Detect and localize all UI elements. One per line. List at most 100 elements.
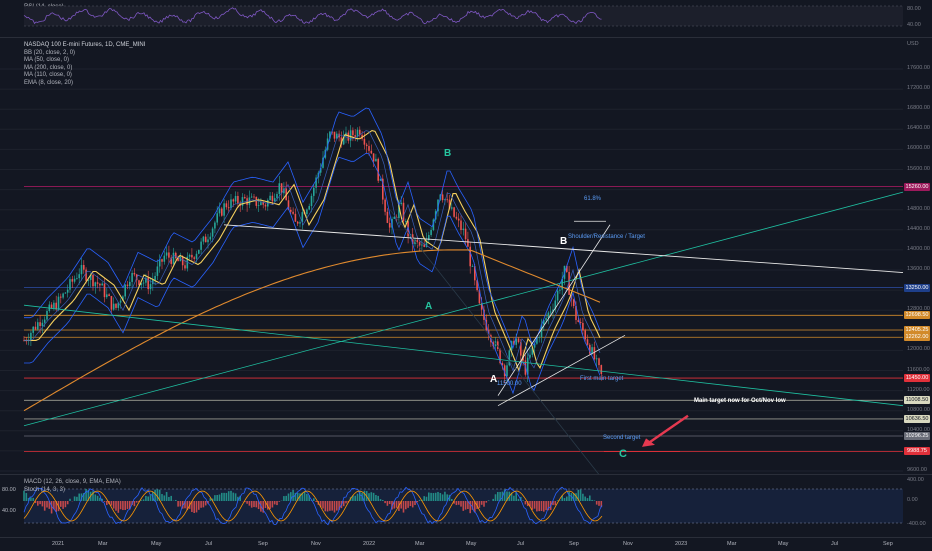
macd-histogram-bar (65, 501, 67, 507)
price-tick: 13600.00 (907, 266, 930, 272)
candle-body (258, 205, 260, 206)
candle-body (104, 284, 106, 298)
macd-histogram-bar (357, 494, 359, 501)
main-chart (0, 38, 932, 474)
candle-body (545, 318, 547, 320)
candle-body (366, 145, 368, 146)
candle-body (290, 210, 292, 212)
macd-histogram-bar (532, 501, 534, 510)
macd-tick-neg400: -400.00 (907, 521, 926, 527)
macd-histogram-bar (440, 493, 442, 501)
price-tick: 16800.00 (907, 105, 930, 111)
candle-body (196, 254, 198, 259)
time-tick: 2022 (363, 541, 375, 547)
candle-body (292, 212, 294, 214)
rsi-band (24, 6, 903, 26)
candle-body (518, 339, 520, 343)
legend-ma200[interactable]: MA (200, close, 0) (24, 65, 145, 73)
legend-ema8[interactable]: EMA (8, close, 20) (24, 80, 145, 88)
candle-body (58, 297, 60, 310)
macd-histogram-bar (525, 501, 527, 504)
macd-pane[interactable]: MACD (12, 26, close, 9, EMA, EMA) Stoch … (0, 475, 932, 537)
candle-body (265, 205, 267, 207)
macd-histogram-bar (251, 501, 253, 508)
macd-histogram-bar (37, 501, 39, 506)
macd-histogram-bar (538, 501, 540, 511)
legend-ma50[interactable]: MA (50, close, 0) (24, 57, 145, 65)
price-tick: 15600.00 (907, 166, 930, 172)
candle-body (99, 284, 101, 286)
macd-histogram-bar (495, 494, 497, 501)
candle-body (550, 312, 552, 313)
candle-body (67, 290, 69, 293)
wave-c: C (619, 448, 627, 460)
macd-histogram-bar (488, 500, 490, 501)
macd-histogram-bar (127, 501, 129, 509)
macd-histogram-bar (145, 496, 147, 501)
macd-histogram-bar (62, 501, 64, 509)
macd-histogram-bar (555, 501, 557, 505)
main-target-arrow (648, 416, 688, 444)
legend-ma110[interactable]: MA (110, close, 0) (24, 72, 145, 80)
macd-histogram-bar (32, 498, 34, 501)
macd-histogram-bar (598, 501, 600, 506)
candle-body (467, 239, 469, 247)
candle-body (97, 282, 99, 284)
time-tick: Mar (727, 541, 736, 547)
rsi-pane[interactable]: RSI (14, close) 80.00 40.00 (0, 0, 932, 37)
candle-body (147, 278, 149, 289)
target-line-label: Shoulder/Resistance / Target (568, 234, 645, 240)
rsi-plot (0, 0, 932, 37)
candle-body (334, 132, 336, 139)
candle-body (423, 245, 425, 247)
macd-histogram-bar (235, 493, 237, 501)
chart-legend: NASDAQ 100 E-mini Futures, 1D, CME_MINI … (24, 42, 145, 87)
macd-histogram-bar (42, 501, 44, 506)
candle-body (451, 207, 453, 208)
candle-body (256, 197, 258, 206)
candle-body (299, 222, 301, 223)
time-tick: Sep (883, 541, 893, 547)
candle-body (403, 203, 405, 221)
macd-histogram-bar (228, 491, 230, 501)
macd-histogram-bar (403, 501, 405, 513)
macd-histogram-bar (587, 498, 589, 501)
stoch-tick-40: 40.00 (2, 508, 16, 514)
main-chart-pane[interactable]: NASDAQ 100 E-mini Futures, 1D, CME_MINI … (0, 38, 932, 474)
macd-histogram-bar (30, 498, 32, 501)
candle-body (584, 331, 586, 340)
price-tick: 17200.00 (907, 85, 930, 91)
ma50-line (24, 131, 600, 371)
legend-symbol[interactable]: NASDAQ 100 E-mini Futures, 1D, CME_MINI (24, 42, 145, 50)
candle-body (253, 197, 255, 198)
candle-body (207, 239, 209, 242)
stoch-legend-text[interactable]: Stoch (14, 3, 3) (24, 487, 121, 495)
candle-body (596, 358, 598, 359)
macd-histogram-bar (161, 494, 163, 501)
wave-a-1: A (425, 301, 432, 312)
first-target-label: First main target (580, 376, 623, 382)
trendline-white (224, 225, 903, 273)
candle-body (74, 279, 76, 282)
macd-legend-text[interactable]: MACD (12, 26, close, 9, EMA, EMA) (24, 479, 121, 487)
candle-body (446, 199, 448, 200)
candle-body (306, 209, 308, 214)
macd-histogram-bar (336, 501, 338, 511)
candle-body (375, 159, 377, 162)
macd-histogram-bar (175, 500, 177, 501)
candle-body (120, 301, 122, 303)
macd-histogram-bar (313, 498, 315, 501)
candle-body (173, 253, 175, 264)
macd-histogram-bar (419, 500, 421, 501)
macd-histogram-bar (256, 501, 258, 507)
macd-histogram-bar (405, 501, 407, 509)
candle-body (274, 198, 276, 201)
candle-body (127, 285, 129, 286)
candle-body (594, 347, 596, 359)
legend-bb[interactable]: BB (20, close, 2, 0) (24, 50, 145, 58)
macd-histogram-bar (545, 501, 547, 510)
candle-body (191, 255, 193, 258)
macd-histogram-bar (322, 501, 324, 509)
candle-body (405, 221, 407, 222)
